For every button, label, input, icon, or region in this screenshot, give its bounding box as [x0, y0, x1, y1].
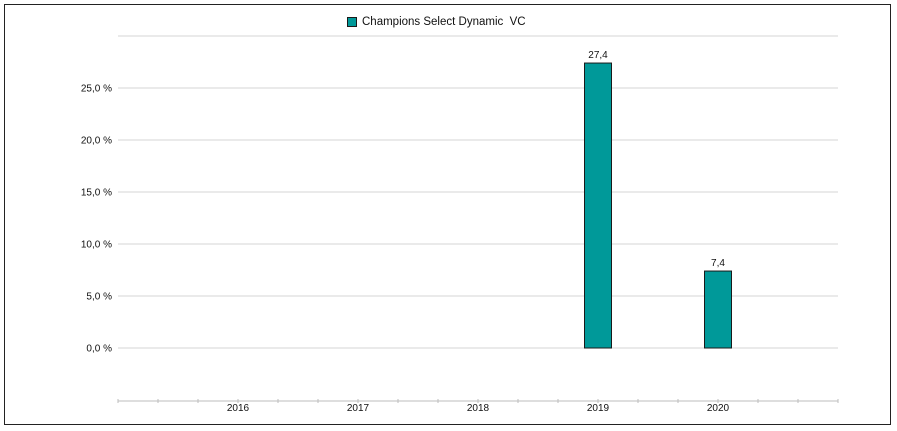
bars: [584, 62, 732, 349]
bar-2020: [704, 270, 732, 349]
y-tick-label: 25,0 %: [81, 84, 112, 95]
x-category-label: 2016: [227, 403, 250, 414]
x-category-label: 2017: [347, 403, 370, 414]
legend-label: Champions Select Dynamic VC: [362, 16, 526, 28]
y-tick-label: 0,0 %: [86, 344, 112, 355]
legend: Champions Select Dynamic VC: [347, 15, 526, 29]
chart-frame: [4, 4, 891, 425]
y-tick-label: 5,0 %: [86, 292, 112, 303]
data-label-2020: 7,4: [711, 258, 725, 269]
bar-2019: [584, 62, 612, 349]
data-label-2019: 27,4: [588, 50, 608, 61]
legend-swatch: [347, 17, 357, 27]
y-tick-label: 10,0 %: [81, 240, 112, 251]
data-labels: 27,4 7,4: [588, 50, 725, 269]
x-category-label: 2020: [707, 403, 730, 414]
x-category-label: 2018: [467, 403, 490, 414]
y-tick-label: 20,0 %: [81, 136, 112, 147]
y-tick-label: 15,0 %: [81, 188, 112, 199]
grid-lines: [118, 35, 838, 349]
y-axis-ticks: 0,0 % 5,0 % 10,0 % 15,0 % 20,0 % 25,0 %: [81, 84, 112, 355]
x-category-label: 2019: [587, 403, 610, 414]
x-axis: 2016 2017 2018 2019 2020: [117, 399, 839, 414]
